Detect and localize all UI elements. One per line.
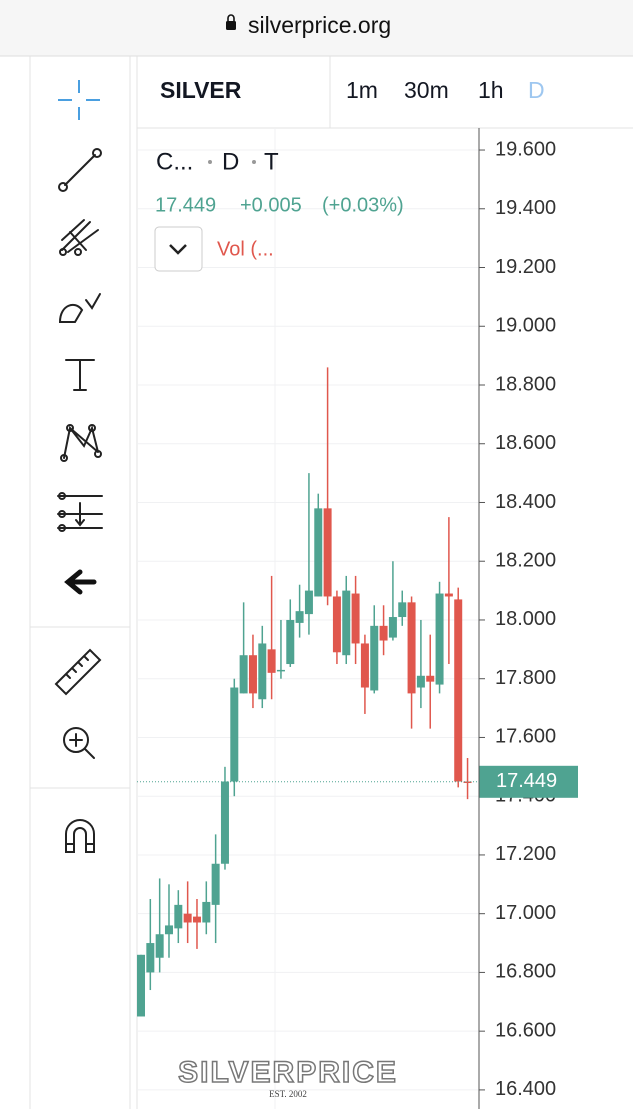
candle-body — [276, 669, 285, 672]
candle-body — [146, 943, 155, 973]
watermark-since: EST. 2002 — [269, 1089, 307, 1099]
legend-change: +0.005 — [240, 194, 302, 216]
candle-body — [342, 590, 351, 656]
candle-body — [370, 625, 379, 691]
interval-button[interactable]: 1h — [478, 77, 504, 103]
candle-body — [444, 593, 453, 597]
text-tool[interactable] — [65, 359, 95, 391]
back-tool[interactable] — [64, 569, 97, 595]
candle-body — [304, 590, 313, 615]
y-tick-label: 16.400 — [495, 1078, 556, 1100]
last-price-box — [479, 765, 578, 798]
candle-body — [286, 619, 295, 665]
candle-body — [220, 781, 229, 864]
interval-button[interactable]: 30m — [404, 77, 449, 103]
legend-name: C... — [156, 148, 193, 175]
candle-body — [360, 643, 369, 688]
symbol[interactable]: SILVER — [160, 77, 242, 103]
y-tick-label: 19.000 — [495, 315, 556, 337]
y-tick-label: 19.400 — [495, 197, 556, 219]
pattern-tool[interactable] — [60, 424, 102, 462]
candle-body — [192, 916, 201, 923]
lock-icon — [226, 21, 236, 30]
candle-body — [155, 934, 164, 958]
legend-dot — [252, 160, 256, 164]
candle-body — [137, 954, 145, 1017]
collapse-button[interactable] — [154, 226, 203, 272]
url[interactable]: silverprice.org — [248, 12, 391, 38]
y-tick-label: 17.600 — [495, 726, 556, 748]
candle-body — [323, 508, 332, 597]
y-tick-label: 17.000 — [495, 902, 556, 924]
y-tick-label: 17.200 — [495, 843, 556, 865]
candle-body — [258, 643, 267, 700]
legend-change-percent: (+0.03%) — [322, 194, 404, 216]
candle-body — [454, 599, 463, 782]
candle-body — [183, 913, 192, 923]
candle-body — [164, 925, 173, 935]
y-tick-label: 19.200 — [495, 256, 556, 278]
y-tick-label: 19.600 — [495, 138, 556, 160]
browser-bar — [0, 0, 633, 56]
watermark-brand: SILVERPRICE — [178, 1056, 398, 1089]
candle-body — [388, 617, 397, 638]
candle-body — [239, 655, 248, 694]
measure-tool[interactable] — [57, 492, 103, 532]
candle-body — [426, 675, 435, 682]
candle-body — [351, 593, 360, 644]
candle-body — [248, 655, 257, 694]
legend-interval: D — [222, 148, 239, 175]
legend-source: T — [264, 148, 279, 175]
magnet-tool[interactable] — [65, 819, 95, 853]
y-tick-label: 16.600 — [495, 1019, 556, 1041]
lock-shackle — [227, 14, 235, 21]
candle-body — [174, 904, 183, 929]
candle-body — [416, 675, 425, 688]
y-tick-label: 16.800 — [495, 961, 556, 983]
legend-volume: Vol (... — [217, 238, 274, 260]
y-tick-label: 17.800 — [495, 667, 556, 689]
zoom-tool[interactable] — [63, 727, 95, 759]
candle-body — [398, 602, 407, 618]
legend-dot — [208, 160, 212, 164]
candle-body — [295, 611, 304, 623]
candle-body — [230, 687, 239, 782]
y-tick-label: 18.400 — [495, 491, 556, 513]
crosshair-tool[interactable] — [58, 80, 100, 120]
y-tick-label: 18.000 — [495, 608, 556, 630]
candle-body — [211, 863, 220, 905]
candle-body — [267, 649, 276, 673]
candle-body — [202, 901, 211, 923]
candle-body — [435, 593, 444, 685]
chevron-icon — [169, 244, 187, 255]
interval-button[interactable]: 1m — [346, 77, 378, 103]
y-tick-label: 18.200 — [495, 550, 556, 572]
candle-body — [332, 596, 341, 653]
y-tick-label: 18.800 — [495, 373, 556, 395]
pitchfork-tool[interactable] — [59, 219, 99, 256]
brush-tool[interactable] — [58, 293, 101, 323]
last-price-label: 17.449 — [496, 770, 557, 792]
candle-body — [379, 625, 388, 641]
candle-body — [407, 602, 416, 694]
y-tick-label: 18.600 — [495, 432, 556, 454]
candle-body — [314, 508, 323, 597]
legend-close: 17.449 — [155, 194, 216, 216]
trendline-tool[interactable] — [58, 148, 102, 192]
ruler-tool[interactable] — [54, 648, 102, 696]
interval-button[interactable]: D — [528, 77, 545, 103]
